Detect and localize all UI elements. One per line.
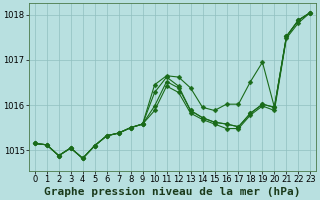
X-axis label: Graphe pression niveau de la mer (hPa): Graphe pression niveau de la mer (hPa) <box>44 186 301 197</box>
